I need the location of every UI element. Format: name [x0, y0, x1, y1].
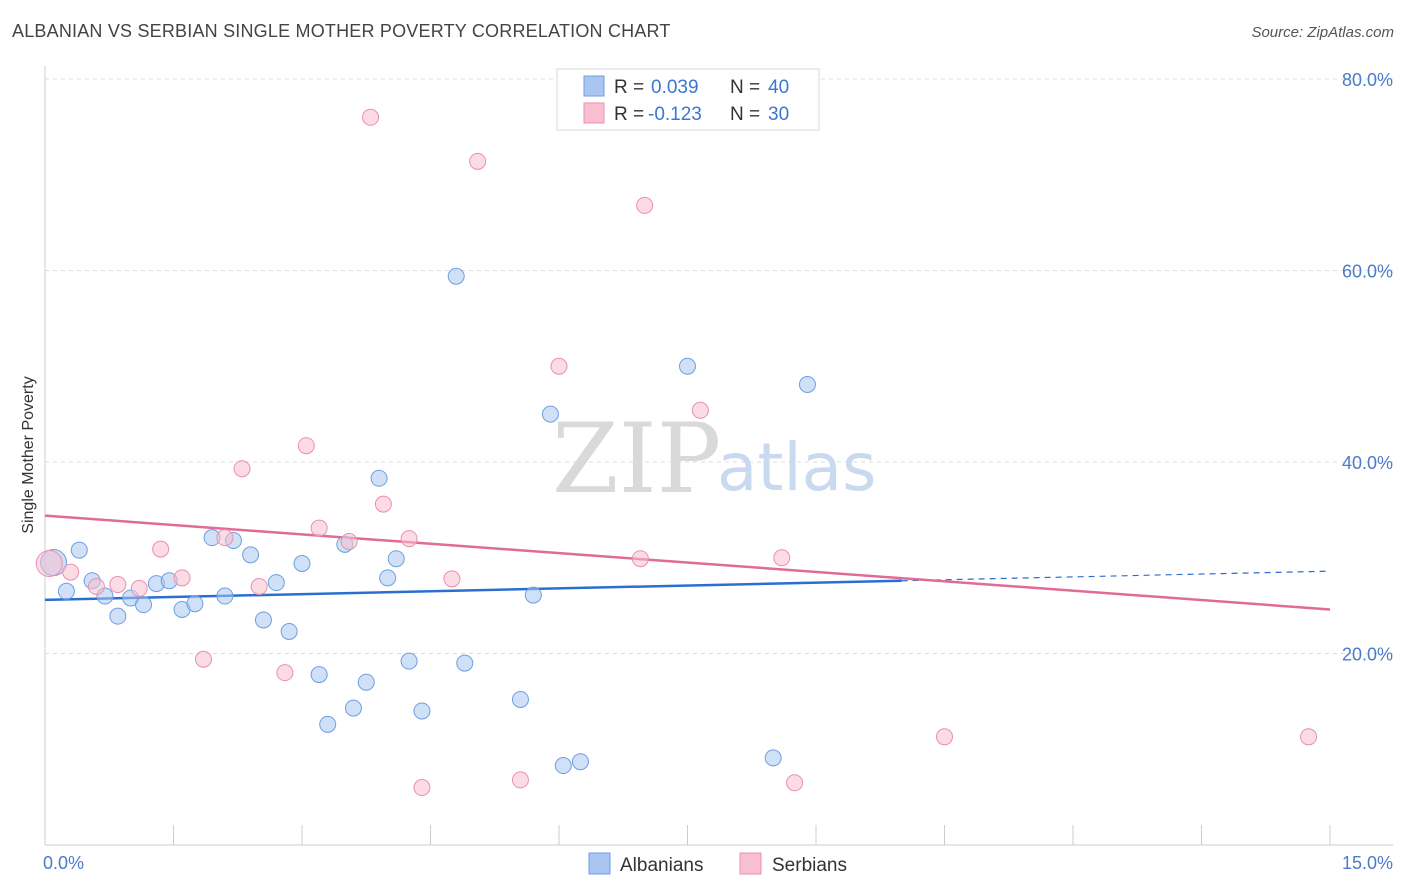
- legend-n-label-serbians: N =: [730, 104, 760, 125]
- point-serbians-16: [374, 495, 392, 513]
- point-serbians-5: [152, 540, 170, 558]
- point-serbians-23: [631, 550, 649, 568]
- legend-n-value-serbians: 30: [768, 104, 789, 125]
- point-albanians-29: [413, 702, 431, 720]
- point-serbians-20: [469, 152, 487, 170]
- point-albanians-20: [310, 666, 328, 684]
- legend-r-value-albanians: 0.039: [651, 77, 699, 98]
- point-albanians-37: [679, 357, 696, 375]
- legend-n-label-albanians: N =: [730, 77, 760, 98]
- y-tick-label-3: 80.0%: [1342, 70, 1393, 90]
- point-albanians-13: [216, 587, 234, 605]
- point-serbians-22: [550, 357, 568, 375]
- point-albanians-18: [280, 622, 298, 640]
- trend-lines: [44, 514, 1331, 611]
- point-albanians-16: [254, 611, 272, 629]
- point-serbians-18: [413, 779, 431, 797]
- point-serbians-26: [773, 549, 791, 567]
- point-albanians-17: [267, 574, 285, 592]
- legend-swatch-serbians: [583, 102, 605, 124]
- point-serbians-11: [276, 664, 294, 682]
- y-tick-label-0: 20.0%: [1342, 645, 1393, 665]
- point-albanians-34: [541, 405, 559, 423]
- chart-title: ALBANIAN VS SERBIAN SINGLE MOTHER POVERT…: [12, 21, 671, 41]
- legend-r-label-serbians: R =: [614, 104, 644, 125]
- point-albanians-38: [764, 749, 782, 767]
- point-albanians-26: [379, 569, 397, 587]
- point-albanians-19: [293, 554, 311, 572]
- point-albanians-23: [344, 699, 362, 717]
- point-albanians-25: [370, 469, 388, 487]
- point-serbians-3: [109, 576, 127, 594]
- point-serbians-29: [1300, 728, 1318, 746]
- bottom-legend-label-albanians: Albanians: [620, 855, 703, 876]
- point-serbians-9: [233, 460, 251, 478]
- point-albanians-24: [357, 673, 375, 691]
- bottom-legend-swatch-serbians: [739, 852, 762, 875]
- trend-line-extension-albanians: [901, 570, 1331, 582]
- point-albanians-30: [447, 267, 465, 285]
- legend-r-value-serbians: -0.123: [648, 104, 702, 125]
- y-axis-label: Single Mother Poverty: [20, 376, 37, 533]
- source-label: Source: ZipAtlas.com: [1251, 24, 1394, 41]
- trend-line-albanians: [44, 579, 902, 602]
- point-serbians-7: [194, 650, 212, 668]
- trend-line-serbians: [44, 514, 1331, 611]
- point-serbians-12: [297, 437, 315, 455]
- point-serbians-28: [936, 728, 953, 746]
- point-albanians-28: [400, 652, 418, 670]
- bottom-legend: Albanians Serbians: [588, 852, 847, 876]
- point-serbians-17: [400, 530, 418, 548]
- point-serbians-8: [216, 529, 234, 547]
- point-serbians-24: [636, 196, 654, 214]
- point-serbians-0: [35, 549, 63, 577]
- watermark: ZIP atlas: [552, 403, 877, 515]
- point-albanians-11: [186, 595, 204, 613]
- point-albanians-39: [798, 375, 816, 393]
- watermark-atlas: atlas: [717, 429, 877, 506]
- point-albanians-36: [571, 753, 589, 771]
- point-albanians-2: [70, 541, 88, 559]
- data-points: [35, 108, 1318, 797]
- point-serbians-6: [173, 569, 191, 587]
- point-serbians-19: [443, 570, 461, 588]
- x-tick-label-1: 15.0%: [1342, 853, 1393, 873]
- watermark-zip: ZIP: [552, 403, 721, 515]
- bottom-legend-label-serbians: Serbians: [772, 855, 847, 876]
- point-albanians-21: [319, 715, 337, 733]
- y-tick-label-1: 40.0%: [1342, 453, 1393, 473]
- point-serbians-10: [250, 577, 268, 595]
- point-albanians-15: [242, 546, 260, 564]
- point-albanians-32: [511, 690, 529, 708]
- point-albanians-7: [135, 596, 153, 614]
- point-albanians-1: [57, 582, 75, 600]
- point-albanians-33: [524, 586, 542, 604]
- gridlines: [45, 78, 1393, 654]
- point-serbians-13: [310, 519, 328, 537]
- point-albanians-5: [109, 607, 127, 625]
- legend: R = 0.039 N = 40 R = -0.123 N = 30: [556, 68, 820, 131]
- legend-swatch-albanians: [583, 75, 605, 97]
- bottom-legend-swatch-albanians: [588, 852, 611, 875]
- point-serbians-1: [62, 563, 80, 581]
- legend-r-label-albanians: R =: [614, 77, 644, 98]
- point-serbians-15: [362, 108, 380, 126]
- x-tick-label-0: 0.0%: [43, 853, 84, 873]
- point-serbians-21: [511, 771, 529, 789]
- axes: 20.0% 40.0% 60.0% 80.0% 0.0% 15.0%: [43, 66, 1393, 873]
- point-serbians-14: [340, 532, 358, 550]
- point-serbians-4: [130, 579, 148, 597]
- point-serbians-2: [87, 577, 105, 595]
- point-serbians-27: [786, 774, 804, 792]
- point-albanians-27: [387, 550, 405, 568]
- point-albanians-35: [554, 757, 572, 775]
- y-tick-label-2: 60.0%: [1342, 262, 1393, 282]
- point-albanians-31: [456, 654, 474, 672]
- legend-n-value-albanians: 40: [768, 77, 789, 98]
- point-serbians-25: [691, 401, 709, 419]
